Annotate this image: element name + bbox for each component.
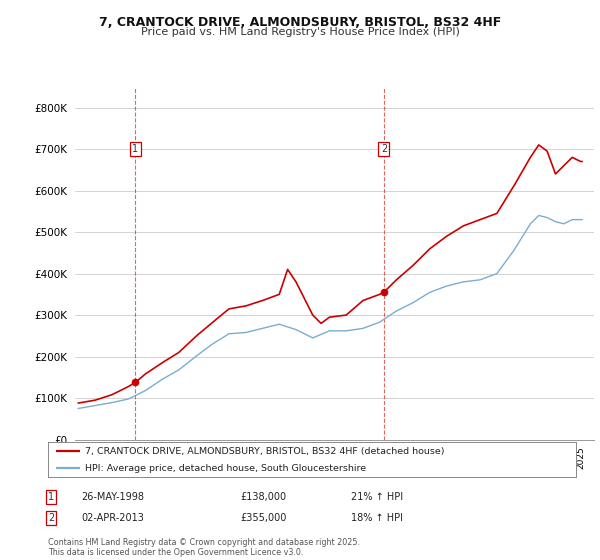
Text: 2: 2 xyxy=(48,513,54,523)
Text: 2: 2 xyxy=(381,144,387,154)
Text: 21% ↑ HPI: 21% ↑ HPI xyxy=(351,492,403,502)
Text: 02-APR-2013: 02-APR-2013 xyxy=(81,513,144,523)
Text: Price paid vs. HM Land Registry's House Price Index (HPI): Price paid vs. HM Land Registry's House … xyxy=(140,27,460,37)
Text: 1: 1 xyxy=(48,492,54,502)
Text: 7, CRANTOCK DRIVE, ALMONDSBURY, BRISTOL, BS32 4HF: 7, CRANTOCK DRIVE, ALMONDSBURY, BRISTOL,… xyxy=(99,16,501,29)
Text: £355,000: £355,000 xyxy=(240,513,286,523)
Text: 7, CRANTOCK DRIVE, ALMONDSBURY, BRISTOL, BS32 4HF (detached house): 7, CRANTOCK DRIVE, ALMONDSBURY, BRISTOL,… xyxy=(85,447,445,456)
Text: £138,000: £138,000 xyxy=(240,492,286,502)
Text: HPI: Average price, detached house, South Gloucestershire: HPI: Average price, detached house, Sout… xyxy=(85,464,366,473)
Text: 1: 1 xyxy=(133,144,139,154)
Text: 18% ↑ HPI: 18% ↑ HPI xyxy=(351,513,403,523)
Text: 26-MAY-1998: 26-MAY-1998 xyxy=(81,492,144,502)
Text: Contains HM Land Registry data © Crown copyright and database right 2025.
This d: Contains HM Land Registry data © Crown c… xyxy=(48,538,360,557)
